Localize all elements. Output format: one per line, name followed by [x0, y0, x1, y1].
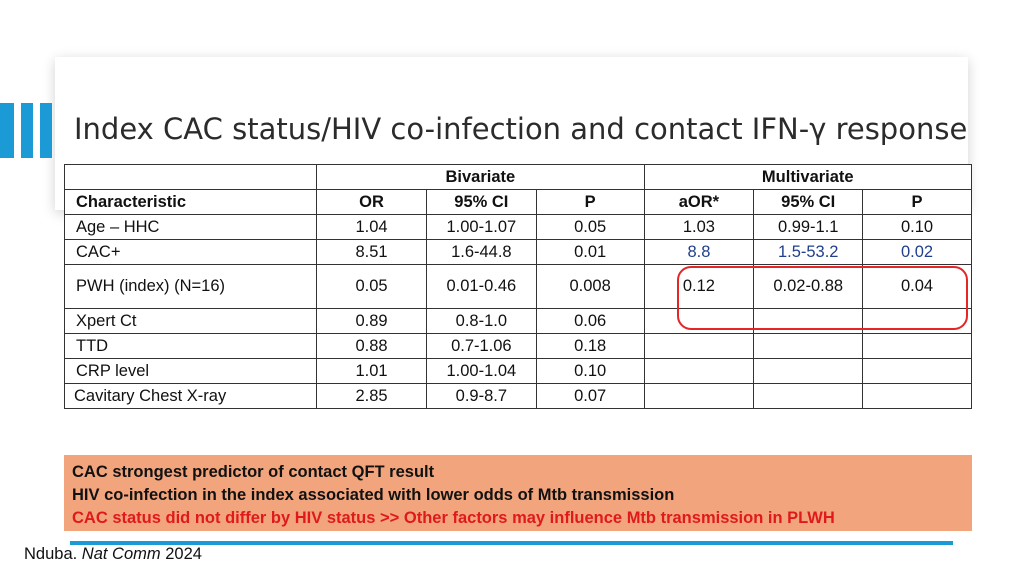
key-findings-box: CAC strongest predictor of contact QFT r… — [64, 455, 972, 531]
finding-line: HIV co-infection in the index associated… — [72, 486, 675, 504]
finding-line: CAC strongest predictor of contact QFT r… — [72, 463, 435, 481]
aor-cell: 0.12 — [643, 264, 755, 309]
citation: Nduba. Nat Comm 2024 — [24, 545, 202, 564]
or-cell: 8.51 — [316, 239, 427, 265]
group-header-row: Bivariate Multivariate — [63, 164, 973, 190]
aci-cell — [753, 333, 864, 359]
or-cell: 2.85 — [316, 383, 427, 409]
col-header-aor: aOR* — [643, 189, 755, 215]
p-cell: 0.008 — [535, 264, 645, 309]
ci-cell: 0.01-0.46 — [425, 264, 537, 309]
aci-cell: 0.02-0.88 — [753, 264, 864, 309]
p-cell: 0.07 — [535, 383, 645, 409]
table-row: CAC+ 8.51 1.6-44.8 0.01 8.8 1.5-53.2 0.0… — [63, 239, 972, 265]
aor-cell: 1.03 — [643, 214, 755, 240]
characteristic-cell: Xpert Ct — [63, 308, 318, 334]
ap-cell — [862, 383, 972, 409]
col-header-or: OR — [316, 189, 427, 215]
aor-cell: 8.8 — [643, 239, 755, 265]
ap-cell — [862, 333, 972, 359]
p-cell: 0.05 — [535, 214, 645, 240]
ci-cell: 1.6-44.8 — [425, 239, 537, 265]
or-cell: 1.01 — [316, 358, 427, 384]
aor-cell — [643, 383, 755, 409]
col-header-characteristic: Characteristic — [63, 189, 318, 215]
accent-bar — [21, 103, 33, 158]
aci-cell — [753, 358, 864, 384]
slide-title: Index CAC status/HIV co-infection and co… — [74, 112, 968, 146]
ap-cell — [862, 358, 972, 384]
table-row: Age – HHC 1.04 1.00-1.07 0.05 1.03 0.99-… — [63, 214, 972, 240]
characteristic-cell: CAC+ — [63, 239, 318, 265]
p-cell: 0.06 — [535, 308, 645, 334]
characteristic-cell: TTD — [63, 333, 318, 359]
bivariate-header: Bivariate — [316, 164, 645, 190]
results-table: Bivariate Multivariate Characteristic OR… — [63, 164, 973, 409]
characteristic-cell: CRP level — [63, 358, 318, 384]
accent-bar — [40, 103, 52, 158]
table-row: CRP level 1.01 1.00-1.04 0.10 — [63, 358, 972, 384]
footer-rule — [70, 541, 953, 545]
col-header-ap: P — [862, 189, 972, 215]
accent-bar — [0, 103, 14, 158]
aci-cell — [753, 383, 864, 409]
empty-cell — [63, 164, 318, 190]
ap-cell: 0.10 — [862, 214, 972, 240]
highlight-outline — [677, 266, 968, 330]
ci-cell: 0.8-1.0 — [425, 308, 537, 334]
or-cell: 0.05 — [316, 264, 427, 309]
characteristic-cell: Cavitary Chest X-ray — [63, 383, 318, 409]
finding-line-emphasis: CAC status did not differ by HIV status … — [72, 509, 835, 527]
ap-cell: 0.02 — [862, 239, 972, 265]
table-row: PWH (index) (N=16) 0.05 0.01-0.46 0.008 … — [63, 264, 972, 309]
characteristic-cell: Age – HHC — [63, 214, 318, 240]
ci-cell: 0.9-8.7 — [425, 383, 537, 409]
ci-cell: 0.7-1.06 — [425, 333, 537, 359]
multivariate-header: Multivariate — [643, 164, 973, 190]
citation-author: Nduba. — [24, 545, 82, 563]
table-row: Cavitary Chest X-ray 2.85 0.9-8.7 0.07 — [63, 383, 972, 409]
column-header-row: Characteristic OR 95% CI P aOR* 95% CI P — [63, 189, 972, 215]
characteristic-cell: PWH (index) (N=16) — [63, 264, 318, 309]
ci-cell: 1.00-1.04 — [425, 358, 537, 384]
aci-cell: 0.99-1.1 — [753, 214, 864, 240]
citation-journal: Nat Comm — [81, 545, 161, 563]
citation-year: 2024 — [160, 545, 202, 563]
aor-cell — [643, 358, 755, 384]
table-row: TTD 0.88 0.7-1.06 0.18 — [63, 333, 972, 359]
col-header-ci: 95% CI — [425, 189, 537, 215]
p-cell: 0.01 — [535, 239, 645, 265]
p-cell: 0.18 — [535, 333, 645, 359]
or-cell: 1.04 — [316, 214, 427, 240]
col-header-p: P — [535, 189, 645, 215]
aci-cell: 1.5-53.2 — [753, 239, 864, 265]
or-cell: 0.89 — [316, 308, 427, 334]
ci-cell: 1.00-1.07 — [425, 214, 537, 240]
col-header-aci: 95% CI — [753, 189, 864, 215]
or-cell: 0.88 — [316, 333, 427, 359]
p-cell: 0.10 — [535, 358, 645, 384]
ap-cell: 0.04 — [862, 264, 972, 309]
aor-cell — [643, 333, 755, 359]
